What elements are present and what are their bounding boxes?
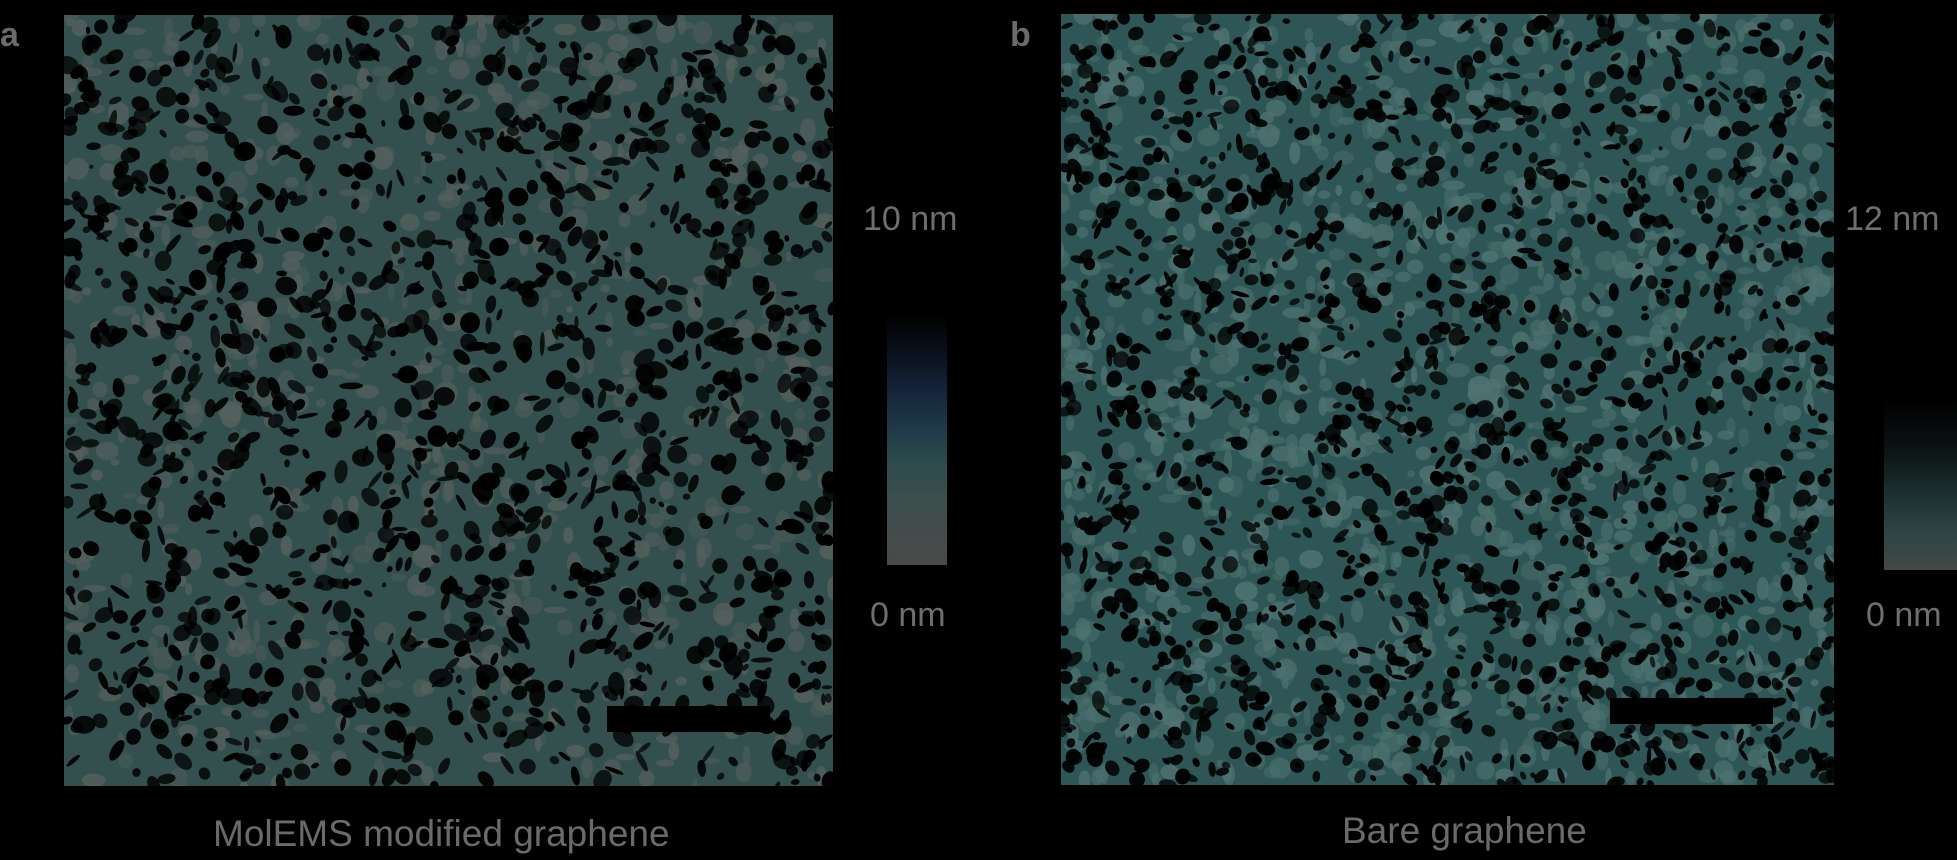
afm-texture-a	[64, 15, 833, 786]
scale-bar-a	[607, 706, 770, 732]
colorbar-a-max-label: 10 nm	[863, 200, 958, 238]
colorbar-b-min-label: 0 nm	[1866, 596, 1942, 634]
colorbar-b-max-label: 12 nm	[1845, 200, 1940, 238]
scale-bar-b	[1610, 698, 1773, 724]
colorbar-a-min-label: 0 nm	[870, 596, 946, 634]
afm-image-bare-graphene	[1061, 14, 1834, 785]
caption-molems-graphene: MolEMS modified graphene	[213, 813, 670, 854]
caption-bare-graphene: Bare graphene	[1342, 810, 1587, 851]
panel-b-label: b	[1010, 16, 1031, 54]
afm-texture-b	[1061, 14, 1834, 785]
panel-a-label: a	[0, 16, 19, 54]
colorbar-b	[1884, 400, 1957, 570]
afm-image-molems-graphene	[64, 15, 833, 786]
colorbar-a	[887, 315, 947, 565]
